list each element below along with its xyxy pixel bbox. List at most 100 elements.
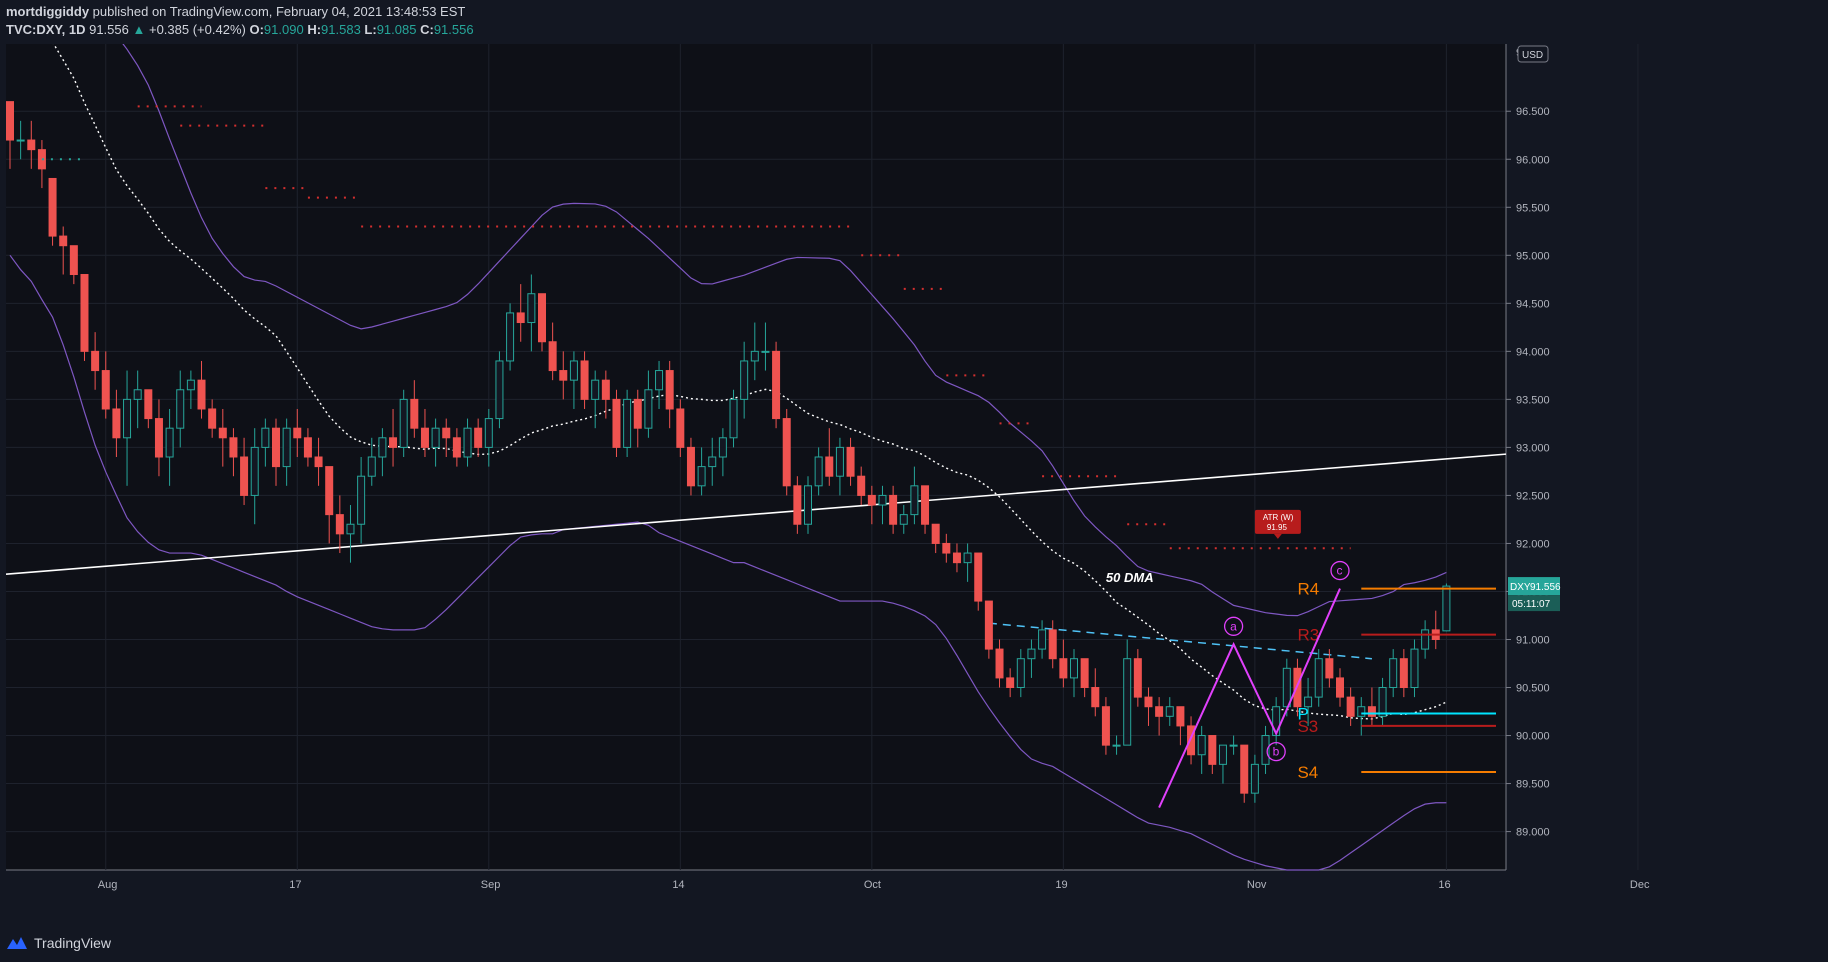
y-tick-label: 92.000 bbox=[1516, 538, 1550, 550]
candle-body bbox=[974, 552, 983, 602]
candle-body bbox=[335, 514, 344, 535]
candle-body bbox=[1399, 658, 1408, 689]
candle-body bbox=[1304, 696, 1313, 708]
candle-body bbox=[6, 101, 14, 141]
candle-body bbox=[1261, 735, 1270, 765]
atr-label: ATR (W) bbox=[1263, 513, 1294, 522]
candle-body bbox=[154, 418, 163, 458]
x-tick-label: 19 bbox=[1055, 879, 1067, 891]
candle-body bbox=[250, 446, 259, 496]
candle-body bbox=[548, 341, 557, 372]
author-name[interactable]: mortdiggiddy bbox=[6, 4, 90, 19]
pivot-label-R4: R4 bbox=[1297, 580, 1319, 599]
candle-body bbox=[144, 389, 153, 420]
candle-body bbox=[1208, 735, 1217, 765]
pivot-label-P: P bbox=[1297, 704, 1308, 723]
candle-body bbox=[655, 370, 664, 391]
candle-body bbox=[1367, 706, 1376, 717]
candle-body bbox=[995, 648, 1004, 679]
candle-body bbox=[1144, 696, 1153, 708]
candle-body bbox=[1346, 696, 1355, 717]
y-tick-label: 89.500 bbox=[1516, 779, 1550, 791]
candlestick-chart[interactable]: 89.00089.50090.00090.50091.00091.50092.0… bbox=[5, 0, 1828, 930]
candle-body bbox=[644, 389, 653, 429]
symbol-label[interactable]: TVC:DXY, 1D bbox=[6, 22, 86, 37]
candle-body bbox=[303, 437, 312, 458]
candle-body bbox=[782, 418, 791, 487]
upper-band-line bbox=[9, 15, 1447, 617]
y-tick-label: 93.500 bbox=[1516, 394, 1550, 406]
candle-body bbox=[346, 523, 355, 535]
y-tick-label: 93.000 bbox=[1516, 442, 1550, 454]
candle-body bbox=[804, 485, 812, 525]
price-tag-value: 91.556 bbox=[1530, 582, 1561, 593]
candle-body bbox=[1421, 629, 1430, 650]
footer-brand[interactable]: TradingView bbox=[34, 935, 112, 951]
candle-body bbox=[857, 475, 866, 496]
candle-body bbox=[942, 542, 951, 554]
candle-body bbox=[272, 427, 280, 468]
candle-body bbox=[1314, 658, 1323, 698]
top-bar: mortdiggiddy published on TradingView.co… bbox=[0, 0, 1828, 44]
candle-body bbox=[1176, 706, 1185, 727]
candle-body bbox=[123, 398, 132, 439]
candle-body bbox=[835, 446, 844, 477]
candle-body bbox=[1187, 725, 1196, 756]
x-tick-label: Sep bbox=[481, 879, 501, 891]
candle-body bbox=[846, 446, 855, 477]
candle-body bbox=[420, 427, 429, 448]
candle-body bbox=[910, 485, 919, 516]
candle-body bbox=[1006, 677, 1015, 689]
candle-body bbox=[984, 600, 993, 650]
footer: TradingView bbox=[6, 932, 111, 954]
candle-body bbox=[1336, 677, 1344, 698]
high-label: H: bbox=[307, 22, 322, 37]
candle-body bbox=[229, 437, 238, 458]
candle-body bbox=[665, 370, 674, 410]
publish-info: published on TradingView.com, February 0… bbox=[92, 4, 466, 19]
candle-body bbox=[410, 398, 419, 429]
candle-body bbox=[1155, 706, 1164, 717]
close-value: 91.556 bbox=[433, 22, 474, 37]
candle-body bbox=[772, 350, 781, 420]
trendline bbox=[5, 453, 1507, 575]
change-arrow-icon: ▲ bbox=[132, 22, 146, 37]
candle-body bbox=[463, 427, 472, 458]
x-tick-label: Dec bbox=[1630, 879, 1650, 891]
high-value: 91.583 bbox=[321, 22, 361, 37]
candle-body bbox=[1123, 658, 1132, 746]
candle-body bbox=[1378, 687, 1387, 717]
ma50-label: 50 DMA bbox=[1106, 570, 1154, 585]
candle-body bbox=[867, 494, 876, 506]
candle-body bbox=[623, 398, 632, 448]
last-price: 91.556 bbox=[89, 22, 129, 37]
candle-body bbox=[495, 360, 504, 420]
open-label: O: bbox=[249, 22, 264, 37]
candle-body bbox=[750, 350, 759, 362]
candle-body bbox=[1442, 585, 1451, 632]
candle-body bbox=[165, 427, 174, 458]
y-tick-label: 94.500 bbox=[1516, 298, 1550, 310]
currency-badge bbox=[1517, 45, 1549, 63]
candle-body bbox=[1250, 763, 1259, 794]
chart-area[interactable]: 89.00089.50090.00090.50091.00091.50092.0… bbox=[5, 0, 1828, 930]
y-tick-label: 91.000 bbox=[1516, 634, 1550, 646]
candle-body bbox=[729, 398, 738, 439]
candle-body bbox=[452, 437, 461, 458]
candle-body bbox=[1165, 706, 1174, 717]
candle-body bbox=[718, 437, 727, 458]
candle-body bbox=[814, 456, 823, 487]
candle-body bbox=[1389, 658, 1398, 689]
x-tick-label: Aug bbox=[98, 879, 118, 891]
candle-body bbox=[176, 389, 185, 429]
candle-body bbox=[1218, 744, 1227, 765]
change-value: +0.385 (+0.42%) bbox=[148, 22, 246, 37]
candle-body bbox=[952, 552, 961, 564]
candle-body bbox=[59, 235, 68, 247]
y-tick-label: 96.500 bbox=[1516, 106, 1550, 118]
candle-body bbox=[1197, 735, 1206, 756]
y-tick-label: 92.500 bbox=[1516, 490, 1550, 502]
candle-body bbox=[27, 139, 36, 151]
candle-body bbox=[516, 312, 525, 324]
y-tick-label: 90.000 bbox=[1516, 731, 1550, 743]
